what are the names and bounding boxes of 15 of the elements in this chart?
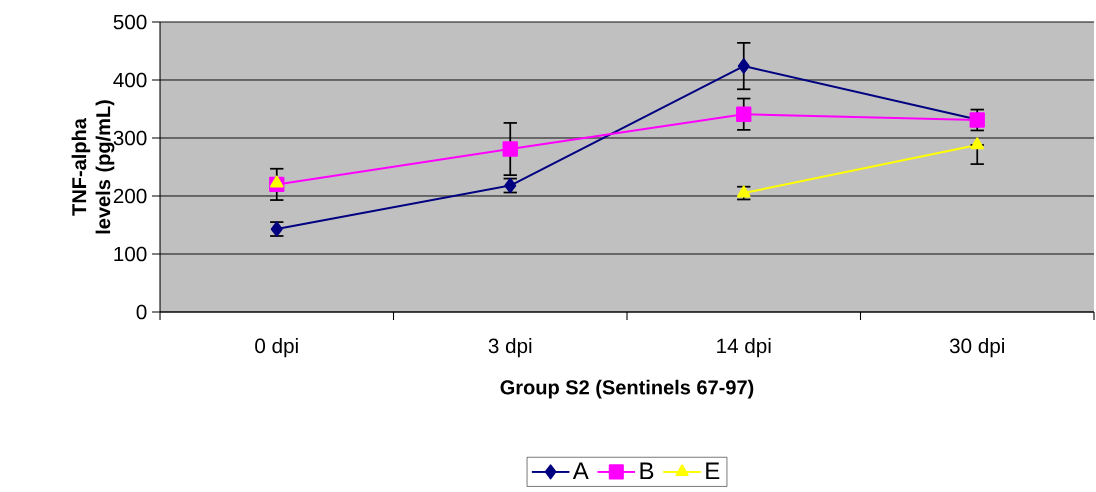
y-tick-label: 0 (136, 304, 147, 320)
y-tick-label: 100 (114, 246, 147, 262)
x-tick-label: 0 dpi (255, 338, 298, 358)
y-tick-label: 300 (113, 130, 147, 146)
legend-label: A (572, 462, 589, 480)
y-axis-title: TNF-alpha levels (pg/mL) (71, 100, 115, 234)
x-axis-title: Group S2 (Sentinels 67-97) (500, 379, 754, 399)
y-tick-label: 400 (113, 72, 147, 88)
x-tick-label: 30 dpi (949, 338, 1004, 358)
x-tick-label: 3 dpi (488, 338, 532, 358)
legend-label: B (640, 462, 654, 480)
y-tick-label: 500 (113, 14, 147, 30)
x-tick-label: 14 dpi (717, 338, 771, 358)
y-tick-label: 200 (113, 188, 147, 204)
legend-label: E (706, 462, 720, 480)
